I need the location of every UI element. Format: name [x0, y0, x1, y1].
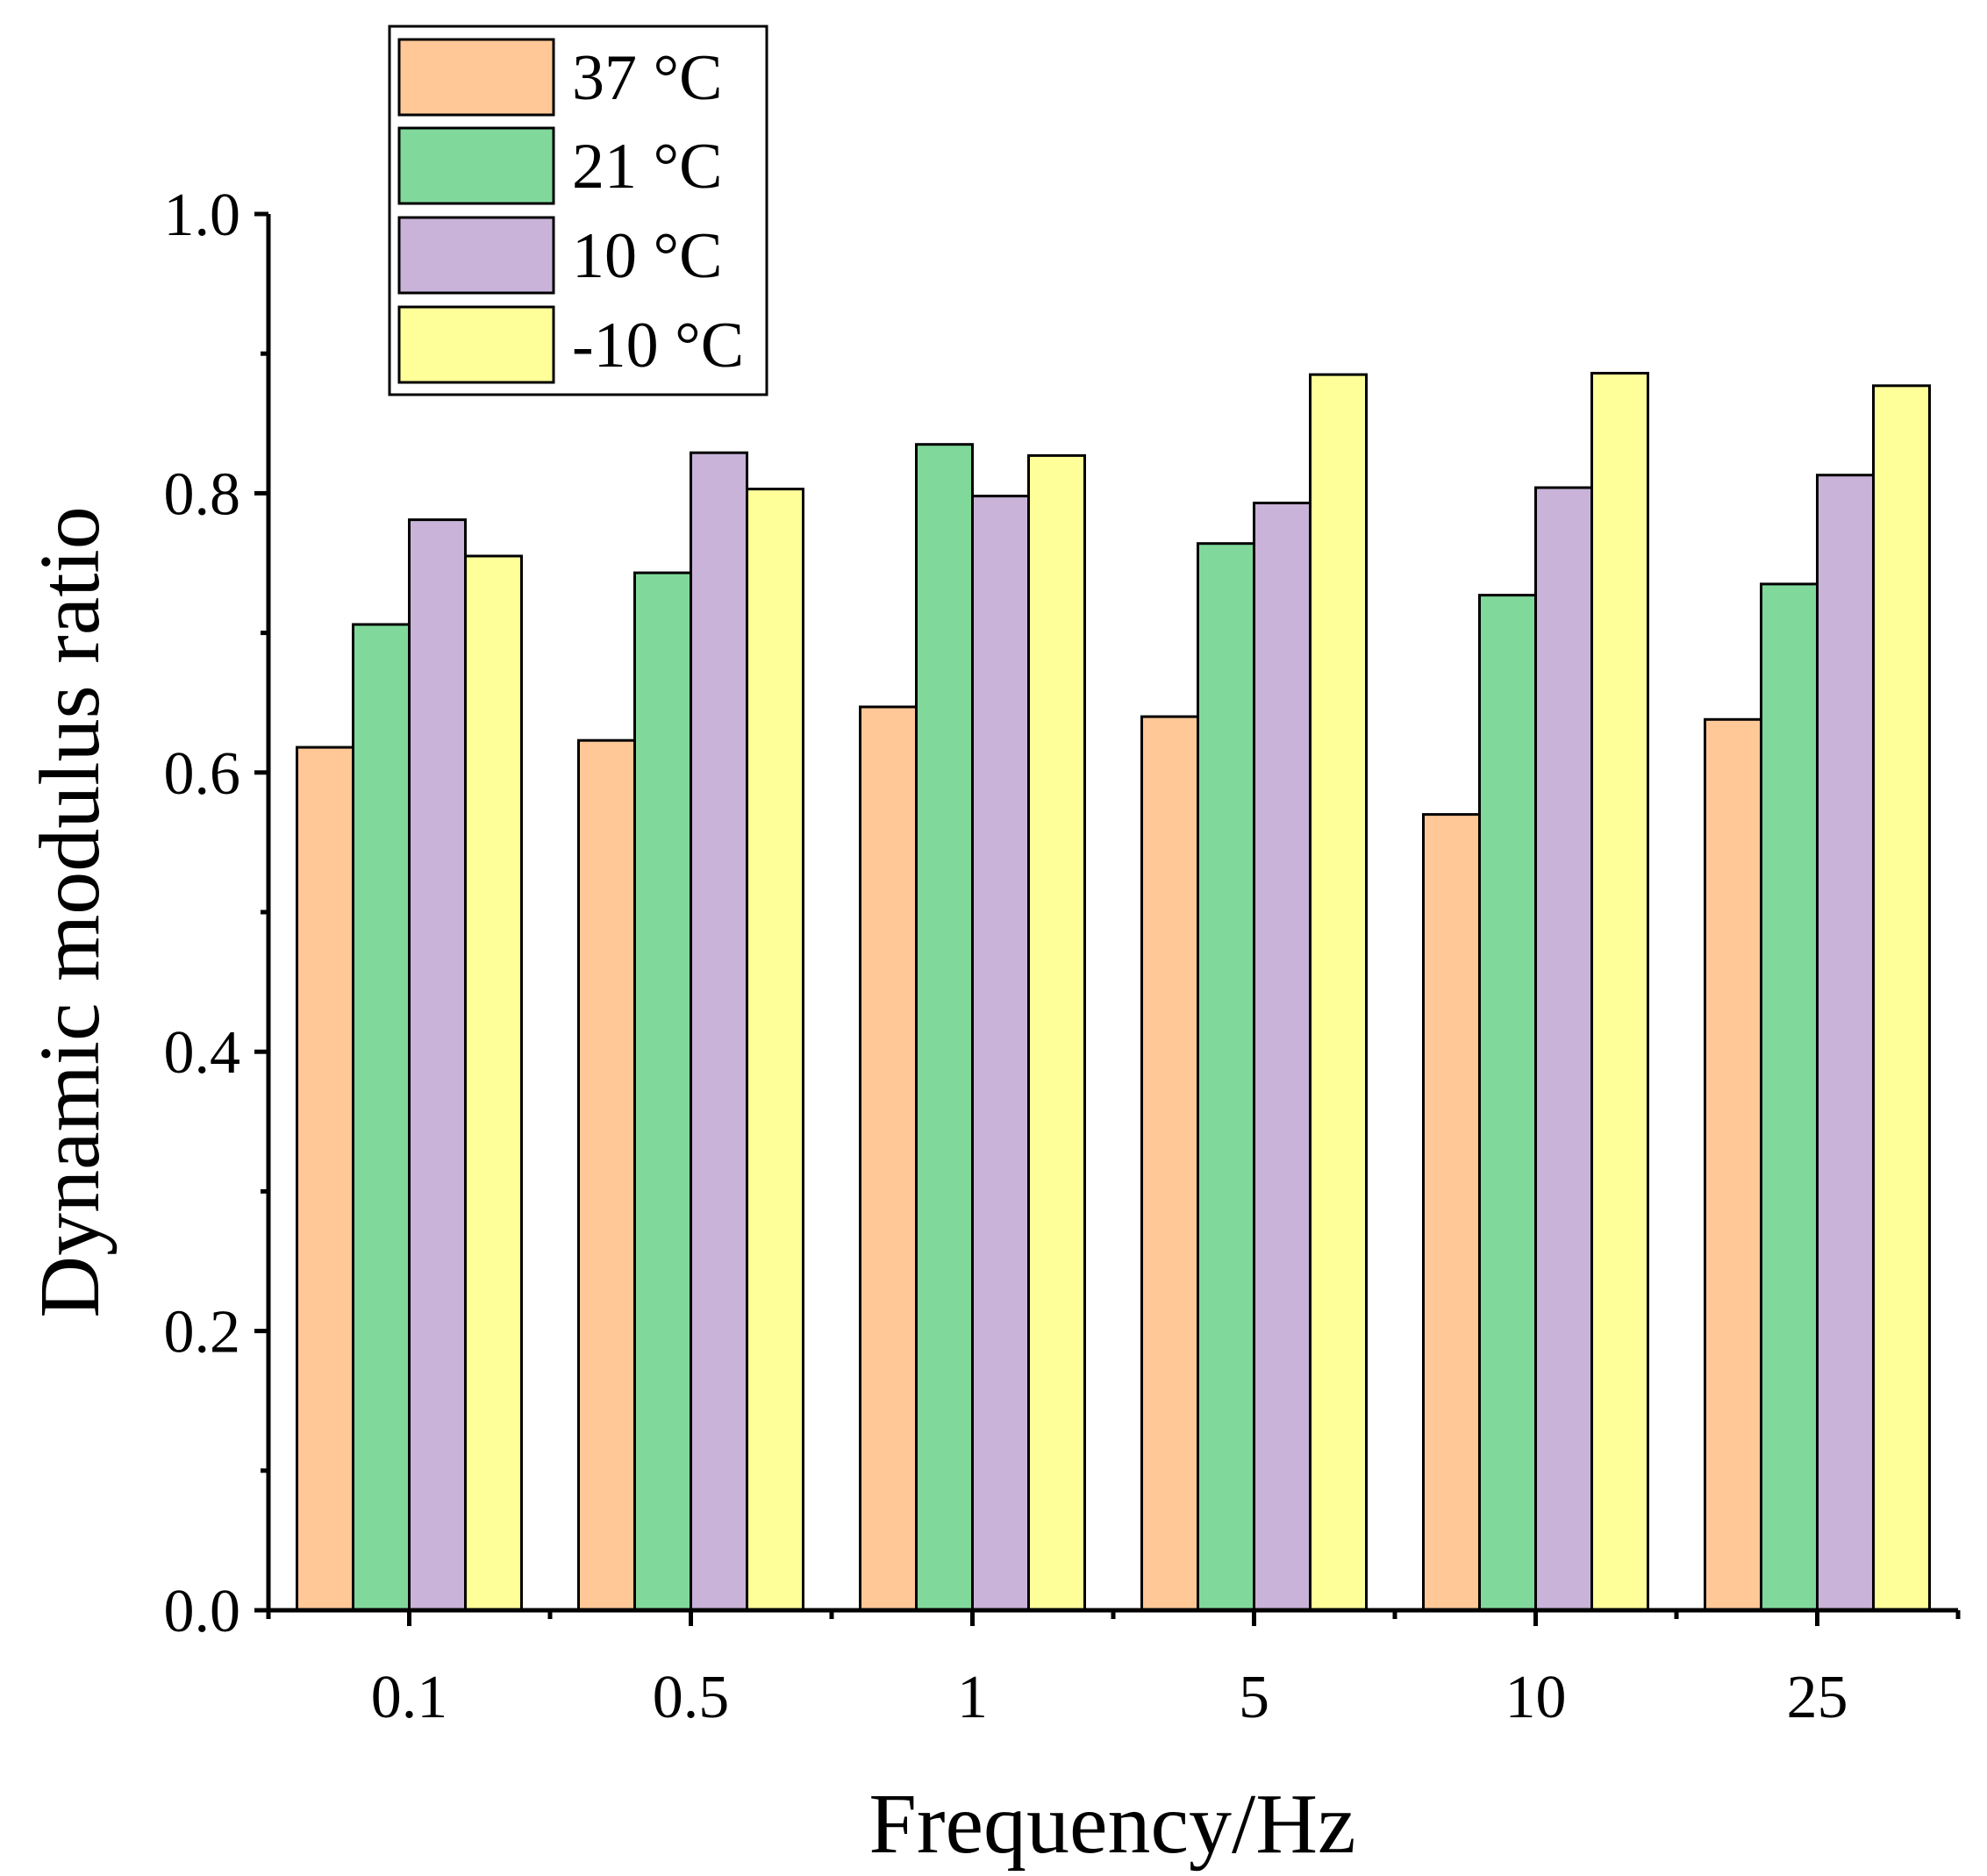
legend-label: 10 °C	[572, 220, 722, 292]
bar-21c-5	[1197, 542, 1255, 1612]
legend-swatch	[397, 126, 555, 205]
bar--10c-10	[1590, 372, 1649, 1612]
bar--10c-5	[1309, 373, 1368, 1612]
bar-21c-10	[1478, 594, 1537, 1612]
legend-swatch	[397, 38, 555, 117]
bar-21c-0_1	[352, 623, 411, 1612]
x-tick-label: 1	[957, 1664, 988, 1731]
bars-layer	[296, 372, 1931, 1612]
x-tick-label: 5	[1239, 1664, 1269, 1731]
bar--10c-0_1	[464, 554, 523, 1612]
bar-37c-0_5	[577, 738, 636, 1612]
y-tick-label: 0.8	[164, 460, 241, 528]
bar-37c-0_1	[296, 745, 354, 1612]
bar-10c-10	[1534, 486, 1593, 1612]
bar--10c-25	[1872, 384, 1931, 1612]
x-tick-label: 0.1	[371, 1664, 448, 1731]
bar-21c-25	[1760, 582, 1819, 1612]
legend-label: -10 °C	[572, 310, 744, 382]
x-axis-title: Frequency/Hz	[868, 1777, 1355, 1872]
y-tick-label: 0.0	[164, 1578, 241, 1645]
x-ticks: 0.1 0.5 1 5 10 25	[266, 1610, 1961, 1731]
bar-37c-1	[859, 705, 918, 1612]
bar-10c-0_5	[690, 451, 748, 1612]
bar-10c-25	[1816, 474, 1875, 1612]
y-axis-title: Dynamic modulus ratio	[23, 506, 118, 1317]
legend-swatch	[397, 216, 555, 295]
bar-10c-0_1	[408, 518, 467, 1612]
bar-37c-10	[1422, 813, 1481, 1612]
legend-swatch	[397, 305, 555, 384]
y-tick-label: 0.6	[164, 740, 241, 808]
bar-21c-1	[915, 443, 974, 1612]
legend-label: 21 °C	[572, 131, 722, 203]
x-tick-label: 10	[1505, 1664, 1567, 1731]
bar--10c-0_5	[746, 488, 804, 1612]
y-tick-label: 0.4	[164, 1019, 241, 1087]
bar-37c-5	[1140, 715, 1199, 1612]
y-tick-label: 1.0	[164, 182, 241, 249]
y-tick-label: 0.2	[164, 1299, 241, 1366]
x-tick-label: 0.5	[653, 1664, 730, 1731]
bar-21c-0_5	[633, 571, 692, 1612]
bar--10c-1	[1027, 453, 1086, 1612]
bar-10c-5	[1253, 502, 1312, 1612]
y-ticks: 0.0 0.2 0.4 0.6 0.8 1.0	[164, 182, 268, 1645]
x-tick-label: 25	[1787, 1664, 1848, 1731]
legend-label: 37 °C	[572, 42, 722, 114]
bar-10c-1	[971, 495, 1030, 1612]
legend: 37 °C 21 °C 10 °C -10 °C	[388, 25, 768, 396]
bar-37c-25	[1704, 717, 1762, 1612]
